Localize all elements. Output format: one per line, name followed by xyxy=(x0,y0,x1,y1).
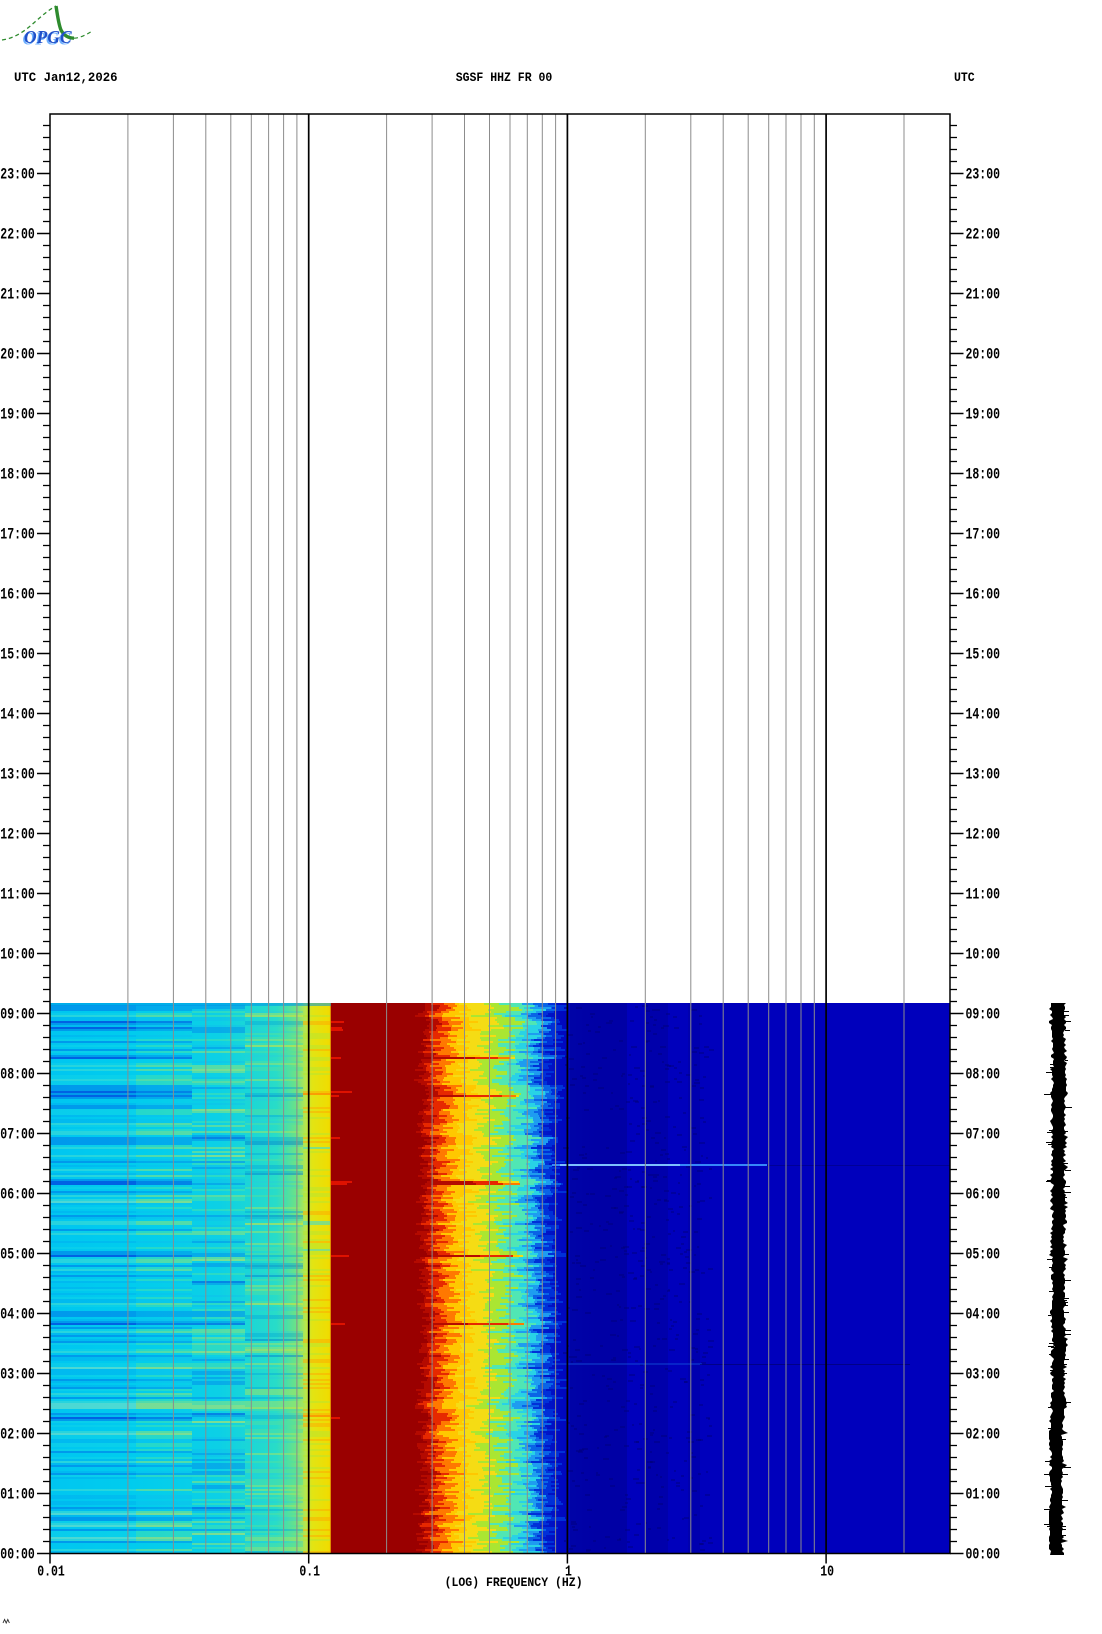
svg-text:04:00: 04:00 xyxy=(966,1306,1001,1324)
svg-text:10:00: 10:00 xyxy=(966,946,1001,964)
svg-text:04:00: 04:00 xyxy=(0,1306,35,1324)
svg-text:SGSF HHZ FR 00: SGSF HHZ FR 00 xyxy=(456,70,553,85)
svg-text:15:00: 15:00 xyxy=(966,646,1001,664)
svg-text:07:00: 07:00 xyxy=(0,1126,35,1144)
svg-text:12:00: 12:00 xyxy=(966,826,1001,844)
svg-text:UTC: UTC xyxy=(954,70,975,85)
svg-text:0.01: 0.01 xyxy=(37,1564,65,1581)
svg-text:00:00: 00:00 xyxy=(966,1546,1001,1564)
svg-text:03:00: 03:00 xyxy=(0,1366,35,1384)
svg-text:21:00: 21:00 xyxy=(0,286,35,304)
svg-text:18:00: 18:00 xyxy=(0,466,35,484)
svg-text:UTC Jan12,2026: UTC Jan12,2026 xyxy=(14,70,118,85)
svg-text:23:00: 23:00 xyxy=(0,166,35,184)
svg-text:22:00: 22:00 xyxy=(966,226,1001,244)
svg-text:08:00: 08:00 xyxy=(0,1066,35,1084)
svg-text:(LOG) FREQUENCY (HZ): (LOG) FREQUENCY (HZ) xyxy=(445,1575,583,1590)
svg-text:00:00: 00:00 xyxy=(0,1546,35,1564)
svg-text:17:00: 17:00 xyxy=(966,526,1001,544)
svg-text:07:00: 07:00 xyxy=(966,1126,1001,1144)
svg-text:02:00: 02:00 xyxy=(0,1426,35,1444)
svg-text:21:00: 21:00 xyxy=(966,286,1001,304)
svg-text:18:00: 18:00 xyxy=(966,466,1001,484)
svg-text:22:00: 22:00 xyxy=(0,226,35,244)
svg-text:06:00: 06:00 xyxy=(966,1186,1001,1204)
svg-text:06:00: 06:00 xyxy=(0,1186,35,1204)
svg-text:11:00: 11:00 xyxy=(0,886,35,904)
svg-text:12:00: 12:00 xyxy=(0,826,35,844)
svg-text:16:00: 16:00 xyxy=(966,586,1001,604)
svg-text:13:00: 13:00 xyxy=(966,766,1001,784)
svg-text:OPGC: OPGC xyxy=(24,27,72,47)
svg-text:14:00: 14:00 xyxy=(966,706,1001,724)
svg-text:23:00: 23:00 xyxy=(966,166,1001,184)
svg-text:09:00: 09:00 xyxy=(0,1006,35,1024)
svg-text:20:00: 20:00 xyxy=(966,346,1001,364)
svg-text:02:00: 02:00 xyxy=(966,1426,1001,1444)
svg-text:01:00: 01:00 xyxy=(0,1486,35,1504)
svg-text:10:00: 10:00 xyxy=(0,946,35,964)
svg-text:05:00: 05:00 xyxy=(0,1246,35,1264)
svg-text:0.1: 0.1 xyxy=(299,1564,320,1581)
svg-text:14:00: 14:00 xyxy=(0,706,35,724)
svg-text:1: 1 xyxy=(565,1564,572,1581)
svg-text:16:00: 16:00 xyxy=(0,586,35,604)
svg-text:09:00: 09:00 xyxy=(966,1006,1001,1024)
svg-text:05:00: 05:00 xyxy=(966,1246,1001,1264)
svg-text:17:00: 17:00 xyxy=(0,526,35,544)
svg-text:11:00: 11:00 xyxy=(966,886,1001,904)
svg-text:03:00: 03:00 xyxy=(966,1366,1001,1384)
svg-text:19:00: 19:00 xyxy=(966,406,1001,424)
svg-text:10: 10 xyxy=(820,1564,834,1581)
svg-text:13:00: 13:00 xyxy=(0,766,35,784)
svg-text:08:00: 08:00 xyxy=(966,1066,1001,1084)
svg-text:OPGC: OPGC xyxy=(23,29,71,49)
svg-text:15:00: 15:00 xyxy=(0,646,35,664)
svg-text:19:00: 19:00 xyxy=(0,406,35,424)
svg-text:01:00: 01:00 xyxy=(966,1486,1001,1504)
svg-text:20:00: 20:00 xyxy=(0,346,35,364)
